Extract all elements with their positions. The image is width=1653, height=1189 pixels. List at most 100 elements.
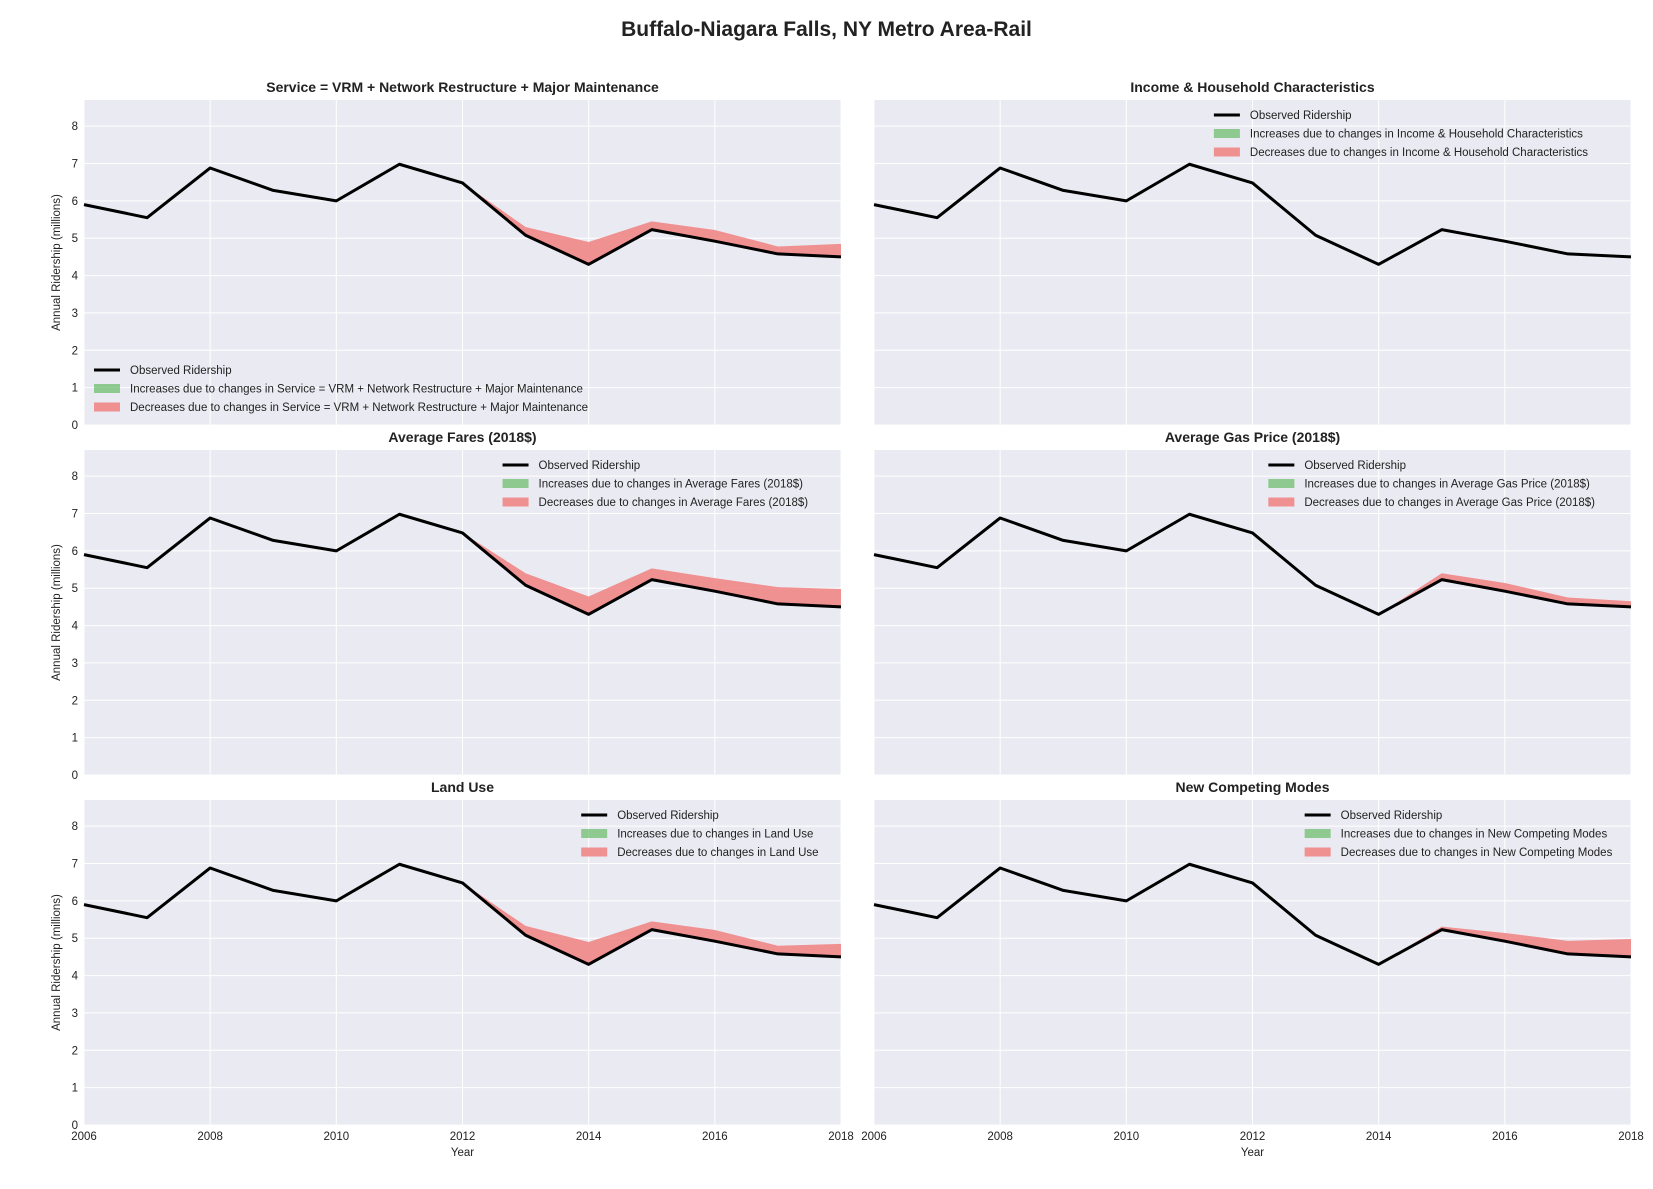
- y-tick-label: 6: [72, 546, 78, 558]
- legend-label: Decreases due to changes in Average Gas …: [1304, 497, 1595, 509]
- legend-swatch-decrease: [1213, 147, 1240, 157]
- y-tick-label: 2: [72, 345, 78, 357]
- x-tick-label: 2010: [1114, 1131, 1140, 1143]
- legend-label: Increases due to changes in Service = VR…: [130, 384, 583, 396]
- x-tick-label: 2014: [1366, 1131, 1392, 1143]
- observed-ridership-line: [83, 162, 842, 266]
- x-tick-label: 2010: [324, 1131, 350, 1143]
- legend-swatch-decrease: [94, 402, 120, 412]
- panel-2: Income & Household Characteristics Observ…: [873, 79, 1632, 426]
- y-tick-label: 2: [72, 1045, 78, 1057]
- y-tick-label: 8: [72, 121, 78, 133]
- y-tick-label: 1: [72, 383, 78, 395]
- legend-label: Decreases due to changes in Income & Hou…: [1250, 147, 1588, 159]
- legend-label: Increases due to changes in Average Gas …: [1304, 479, 1590, 491]
- y-tick-label: 5: [72, 933, 78, 945]
- x-tick-label: 2008: [197, 1131, 223, 1143]
- y-tick-label: 0: [72, 770, 78, 782]
- legend: Observed Ridership Increases due to chang…: [94, 365, 588, 414]
- y-tick-label: 0: [72, 1120, 78, 1132]
- panel-title: Service = VRM + Network Restructure + Ma…: [266, 79, 659, 95]
- panel-3: Average Fares (2018$) 0 1 2 3 4 5 6 7 8 Annual Rid…: [51, 429, 842, 782]
- figure-title: Buffalo-Niagara Falls, NY Metro Area-Rai…: [621, 18, 1032, 41]
- y-tick-label: 7: [72, 859, 78, 871]
- x-tick-label: 2018: [1618, 1131, 1644, 1143]
- legend-label: Observed Ridership: [1304, 460, 1406, 472]
- legend: Observed Ridership Increases due to chang…: [502, 460, 809, 509]
- legend: Observed Ridership Increases due to chang…: [581, 810, 819, 859]
- x-tick-label: 2008: [987, 1131, 1013, 1143]
- y-tick-label: 1: [72, 1083, 78, 1095]
- legend-label: Decreases due to changes in Average Fare…: [539, 497, 809, 509]
- legend: Observed Ridership Increases due to chang…: [1213, 110, 1588, 159]
- panel-title: New Competing Modes: [1175, 779, 1329, 795]
- y-axis-label: Annual Ridership (millions): [51, 894, 63, 1031]
- y-tick-label: 6: [72, 896, 78, 908]
- x-tick-label: 2006: [71, 1131, 97, 1143]
- legend-swatch-increase: [1268, 479, 1295, 488]
- x-tick-label: 2014: [576, 1131, 602, 1143]
- y-tick-label: 1: [72, 733, 78, 745]
- x-tick-label: 2006: [861, 1131, 887, 1143]
- x-tick-label: 2018: [828, 1131, 854, 1143]
- y-axis-label: Annual Ridership (millions): [51, 544, 63, 681]
- legend-swatch-decrease: [1268, 497, 1295, 507]
- y-tick-label: 8: [72, 821, 78, 833]
- legend-label: Observed Ridership: [539, 460, 641, 472]
- panel-title: Land Use: [431, 779, 494, 795]
- y-tick-label: 4: [72, 271, 79, 283]
- legend-label: Increases due to changes in Land Use: [617, 829, 813, 841]
- legend-swatch-increase: [1304, 829, 1331, 838]
- legend-label: Observed Ridership: [1341, 810, 1443, 822]
- panel-title: Average Fares (2018$): [388, 429, 536, 445]
- legend-label: Observed Ridership: [130, 365, 232, 377]
- legend-swatch-decrease: [1304, 847, 1331, 857]
- y-tick-label: 3: [72, 658, 78, 670]
- x-tick-label: 2012: [450, 1131, 476, 1143]
- x-tick-label: 2012: [1240, 1131, 1266, 1143]
- y-tick-label: 5: [72, 233, 78, 245]
- y-tick-label: 2: [72, 695, 78, 707]
- legend-swatch-increase: [581, 829, 608, 838]
- legend-label: Increases due to changes in Income & Hou…: [1250, 129, 1583, 141]
- x-tick-label: 2016: [702, 1131, 728, 1143]
- legend-label: Observed Ridership: [617, 810, 719, 822]
- panel-5: Land Use 0 1 2 3 4 5 6 7 8 2006 2008 2010 2012 2014 201…: [51, 779, 854, 1159]
- panel-6: New Competing Modes 2006 2008 2010 2012 2014 2…: [861, 779, 1644, 1159]
- legend-swatch-increase: [94, 384, 120, 393]
- y-tick-label: 4: [72, 621, 79, 633]
- panel-4: Average Gas Price (2018$) Observed Riders…: [873, 429, 1632, 776]
- y-tick-label: 7: [72, 159, 78, 171]
- legend-label: Increases due to changes in New Competin…: [1341, 829, 1608, 841]
- observed-ridership-line: [873, 512, 1632, 616]
- y-tick-label: 3: [72, 308, 78, 320]
- x-axis-label: Year: [1241, 1147, 1264, 1159]
- x-tick-label: 2016: [1492, 1131, 1518, 1143]
- y-axis-label: Annual Ridership (millions): [51, 194, 63, 331]
- y-tick-label: 7: [72, 509, 78, 521]
- y-tick-label: 6: [72, 196, 78, 208]
- legend-swatch-decrease: [502, 497, 529, 507]
- y-tick-label: 5: [72, 583, 78, 595]
- legend-label: Increases due to changes in Average Fare…: [539, 479, 804, 491]
- observed-ridership-line: [83, 512, 842, 616]
- observed-ridership-line: [873, 862, 1632, 966]
- legend-swatch-decrease: [581, 847, 608, 857]
- legend-label: Decreases due to changes in New Competin…: [1341, 847, 1613, 859]
- legend-label: Decreases due to changes in Service = VR…: [130, 402, 588, 414]
- legend-label: Observed Ridership: [1250, 110, 1352, 122]
- legend-swatch-increase: [1213, 129, 1240, 138]
- legend: Observed Ridership Increases due to chang…: [1304, 810, 1613, 859]
- legend-swatch-increase: [502, 479, 529, 488]
- panel-title: Average Gas Price (2018$): [1165, 429, 1340, 445]
- x-axis-label: Year: [451, 1147, 474, 1159]
- legend: Observed Ridership Increases due to chang…: [1268, 460, 1595, 509]
- y-tick-label: 3: [72, 1008, 78, 1020]
- panel-1: Service = VRM + Network Restructure + Ma…: [51, 79, 842, 432]
- y-tick-label: 4: [72, 971, 79, 983]
- observed-ridership-line: [873, 162, 1632, 266]
- y-tick-label: 0: [72, 420, 78, 432]
- observed-ridership-line: [83, 862, 842, 966]
- panel-title: Income & Household Characteristics: [1130, 79, 1375, 95]
